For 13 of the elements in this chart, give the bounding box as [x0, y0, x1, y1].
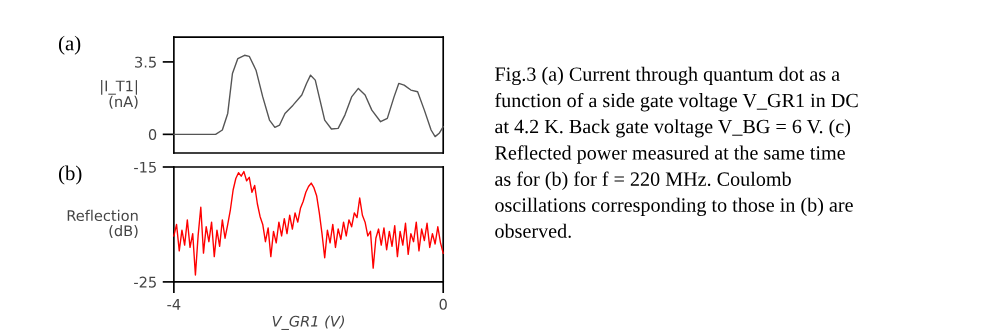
y-tick-label: 0 — [148, 129, 157, 141]
line-series — [173, 54, 444, 138]
x-axis-title: V_GR1 (V) — [272, 315, 345, 330]
x-tick-label: -4 — [167, 299, 181, 310]
y-tick-label: -15 — [134, 161, 156, 173]
chart-title: (a) — [58, 35, 81, 55]
caption: Fig.3 (a) Current through quantum dot as a function of a side gate voltage V_GR1 in DC at 4.2 K. Back gate voltage V_BG = 6 V. (c) Reflected power measured at the same time as for (b) for f = 220 MHz. Coulomb oscillations corresponding to those in (b) are observed. — [495, 66, 858, 238]
y-tick-label: -25 — [134, 276, 156, 288]
chart-title: (b) — [58, 165, 82, 185]
y-axis-title: Reflection (dB) — [67, 209, 138, 239]
y-tick-label: 3.5 — [135, 56, 156, 68]
line-series — [173, 170, 444, 276]
y-axis-title: |I_T1| (nA) — [101, 80, 138, 109]
